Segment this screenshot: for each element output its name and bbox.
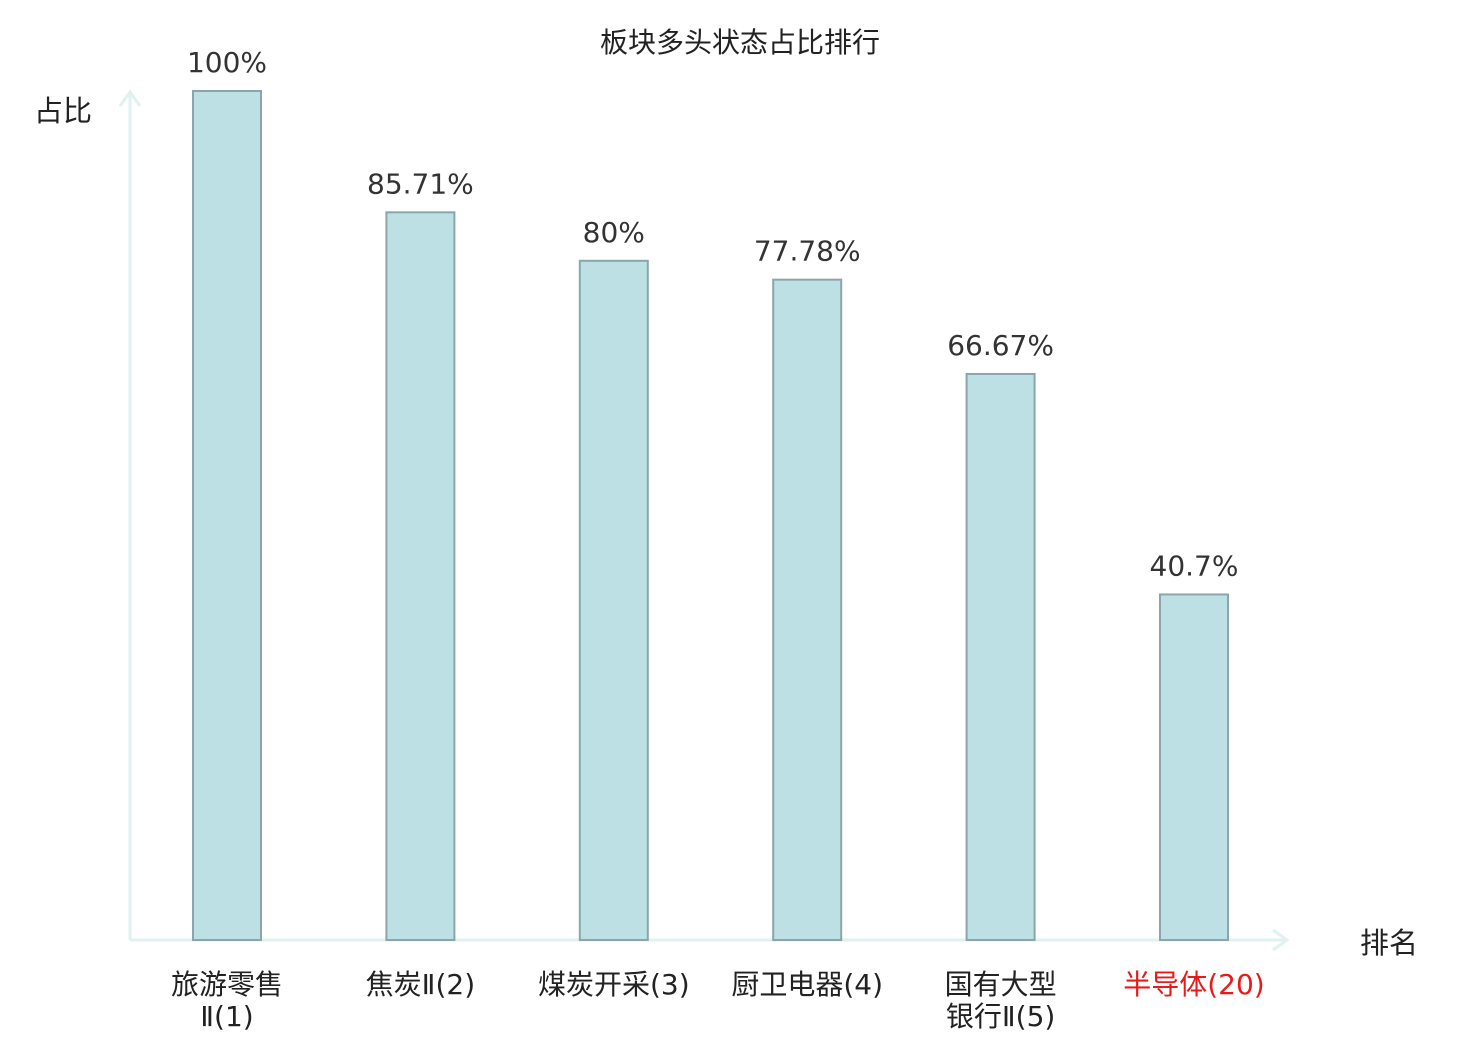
value-label: 80% bbox=[583, 216, 645, 249]
value-labels-layer: 100% 85.71% 80% 77.78% 66.67% 40.7% bbox=[187, 46, 1239, 582]
category-label-line: 国有大型 bbox=[945, 968, 1057, 1001]
category-label-line: 半导体(20) bbox=[1123, 968, 1264, 1001]
y-axis-label: 占比 bbox=[34, 94, 92, 128]
category-label: 半导体(20) bbox=[1123, 968, 1264, 1001]
bar bbox=[772, 278, 843, 941]
category-label-line: 焦炭Ⅱ(2) bbox=[366, 968, 475, 1001]
bars-layer bbox=[192, 90, 1229, 942]
y-axis-arrowhead bbox=[118, 89, 142, 107]
value-label: 85.71% bbox=[367, 167, 474, 200]
value-label: 40.7% bbox=[1150, 549, 1239, 582]
category-label-line: 旅游零售 bbox=[171, 968, 283, 1001]
value-label: 100% bbox=[187, 46, 267, 79]
category-label: 国有大型银行Ⅱ(5) bbox=[945, 968, 1057, 1033]
category-label-line: 银行Ⅱ(5) bbox=[946, 1000, 1055, 1033]
category-label-line: Ⅱ(1) bbox=[200, 1000, 253, 1033]
category-labels-layer: 旅游零售 Ⅱ(1) 焦炭Ⅱ(2) 煤炭开采(3) 厨卫电器(4) 国有大型银行Ⅱ(5) 半导… bbox=[171, 968, 1265, 1033]
category-label: 煤炭开采(3) bbox=[538, 968, 690, 1001]
category-label: 旅游零售 Ⅱ(1) bbox=[171, 968, 283, 1033]
bar bbox=[965, 372, 1036, 942]
category-label: 焦炭Ⅱ(2) bbox=[366, 968, 475, 1001]
category-label-line: 厨卫电器(4) bbox=[731, 968, 883, 1001]
category-label: 厨卫电器(4) bbox=[731, 968, 883, 1001]
value-label: 66.67% bbox=[947, 329, 1054, 362]
bar bbox=[192, 90, 262, 941]
x-axis-arrowhead bbox=[1272, 928, 1290, 952]
bar bbox=[1159, 593, 1229, 941]
x-axis-label: 排名 bbox=[1360, 926, 1418, 960]
category-label-line: 煤炭开采(3) bbox=[538, 968, 690, 1001]
chart-title: 板块多头状态占比排行 bbox=[600, 26, 880, 59]
bar bbox=[385, 211, 456, 942]
bar bbox=[578, 259, 649, 941]
value-label: 77.78% bbox=[754, 235, 861, 268]
